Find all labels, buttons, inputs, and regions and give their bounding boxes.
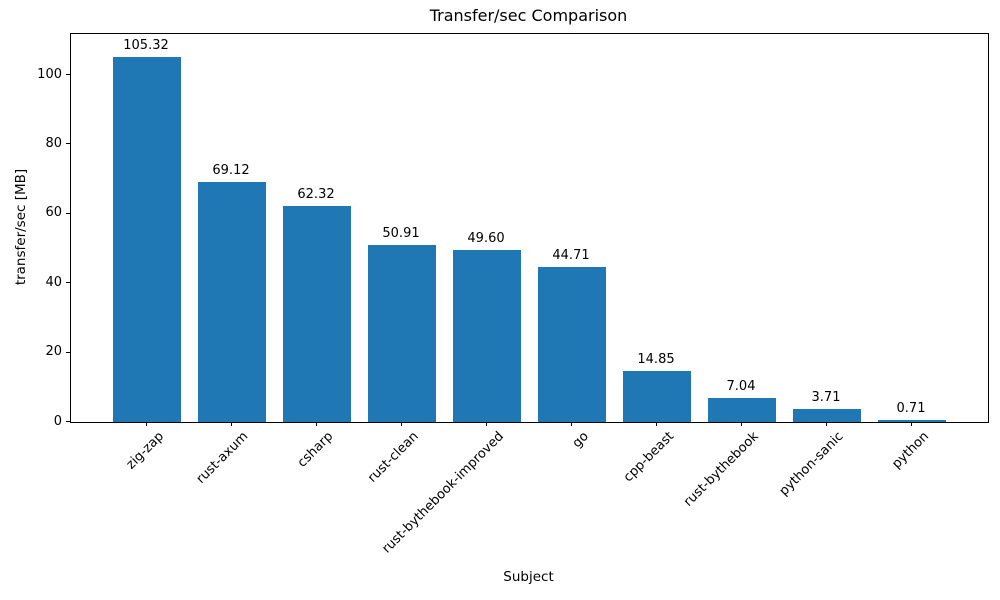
bar-python <box>878 419 946 422</box>
x-axis-title: Subject <box>503 569 554 585</box>
bar-go <box>538 266 606 422</box>
bar-rust-bythebook <box>708 397 776 422</box>
x-tick-mark <box>741 422 742 426</box>
x-tick-label-cpp-beast: cpp-beast <box>620 429 677 486</box>
x-tick-mark <box>231 422 232 426</box>
y-tick-mark <box>66 143 70 145</box>
bar-zig-zap <box>113 56 181 422</box>
x-tick-label-rust-bythebook: rust-bythebook <box>680 429 762 510</box>
x-tick-mark <box>146 422 147 426</box>
y-tick-mark <box>66 212 70 214</box>
y-tick-label: 80 <box>45 135 62 151</box>
x-tick-label-zig-zap: zig-zap <box>123 429 167 473</box>
y-tick-mark <box>66 282 70 284</box>
x-tick-label-rust-axum: rust-axum <box>193 429 252 487</box>
x-tick-mark <box>486 422 487 426</box>
x-tick-label-rust-clean: rust-clean <box>364 429 422 486</box>
bar-rust-clean <box>368 245 436 422</box>
y-tick-mark <box>66 421 70 422</box>
y-tick-label: 60 <box>45 205 62 221</box>
x-tick-label-python: python <box>888 429 932 472</box>
y-tick-mark <box>66 351 70 353</box>
y-tick-label: 100 <box>37 66 62 82</box>
y-tick-label: 0 <box>53 413 62 429</box>
x-tick-mark <box>911 422 912 426</box>
x-tick-label-csharp: csharp <box>295 429 337 471</box>
x-tick-mark <box>826 422 827 426</box>
bar-rust-bythebook-improved <box>453 249 521 422</box>
x-tick-mark <box>401 422 402 426</box>
plot-area <box>70 33 989 423</box>
bar-cpp-beast <box>623 370 691 422</box>
y-tick-mark <box>66 74 70 75</box>
bar-python-sanic <box>793 409 861 422</box>
chart-title: Transfer/sec Comparison <box>429 6 628 25</box>
x-tick-label-go: go <box>569 429 592 452</box>
y-tick-label: 40 <box>45 274 62 290</box>
bar-rust-axum <box>198 182 266 422</box>
x-tick-mark <box>571 422 572 426</box>
x-tick-label-python-sanic: python-sanic <box>776 429 847 499</box>
x-tick-mark <box>316 422 317 426</box>
y-axis-title: transfer/sec [MB] <box>13 168 29 286</box>
bar-csharp <box>283 205 351 422</box>
x-tick-mark <box>656 422 657 426</box>
y-tick-label: 20 <box>45 344 62 360</box>
